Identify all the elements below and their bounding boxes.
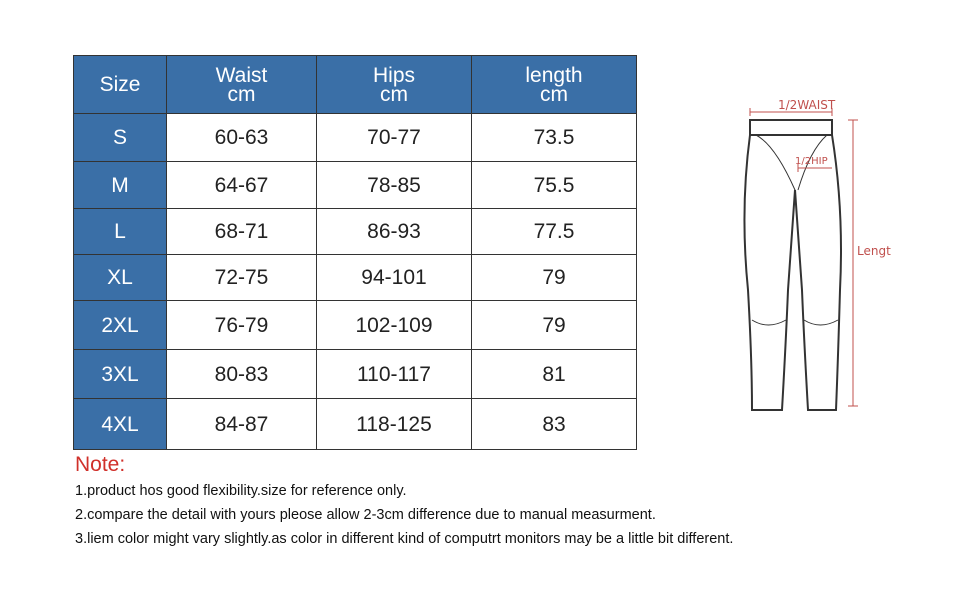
size-cell: L [73,208,167,255]
value-cell: 86-93 [316,208,472,255]
pants-diagram: 1/2WAIST 1/2HIP Lengt [743,98,891,411]
value-cell: 76-79 [166,300,317,350]
size-cell: 2XL [73,300,167,350]
value-cell: 73.5 [471,113,637,162]
header-unit: cm [540,82,568,106]
note-title: Note: [75,453,126,476]
value-cell: 79 [471,300,637,350]
size-cell: XL [73,254,167,301]
value-cell: 75.5 [471,161,637,209]
note-line: 1.product hos good flexibility.size for … [75,483,407,499]
size-cell: M [73,161,167,209]
note-line: 3.liem color might vary slightly.as colo… [75,531,734,547]
pants-outline [743,119,842,411]
header-cell: length cm [471,55,637,114]
length-label: Lengt [857,244,891,258]
size-cell: 4XL [73,398,167,450]
size-cell: 3XL [73,349,167,399]
value-cell: 70-77 [316,113,472,162]
value-cell: 60-63 [166,113,317,162]
value-cell: 72-75 [166,254,317,301]
header-name: length [525,63,583,87]
hip-label: 1/2HIP [795,156,828,167]
header-cell: Size [73,55,167,114]
value-cell: 110-117 [316,349,472,399]
header-unit: cm [227,82,256,106]
value-cell: 83 [471,398,637,450]
header-cell: Waist cm [166,55,317,114]
value-cell: 78-85 [316,161,472,209]
size-cell: S [73,113,167,162]
value-cell: 79 [471,254,637,301]
value-cell: 102-109 [316,300,472,350]
value-cell: 118-125 [316,398,472,450]
header-unit: cm [380,82,408,106]
measure-lines [749,108,858,407]
header-name: Waist [215,63,268,87]
value-cell: 64-67 [166,161,317,209]
value-cell: 80-83 [166,349,317,399]
header-name: Hips [372,63,415,87]
value-cell: 68-71 [166,208,317,255]
header-name: Size [99,73,141,96]
note-line: 2.compare the detail with yours pleose a… [75,507,656,523]
header-cell: Hips cm [316,55,472,114]
value-cell: 94-101 [316,254,472,301]
waist-label: 1/2WAIST [778,98,836,112]
value-cell: 77.5 [471,208,637,255]
value-cell: 81 [471,349,637,399]
value-cell: 84-87 [166,398,317,450]
